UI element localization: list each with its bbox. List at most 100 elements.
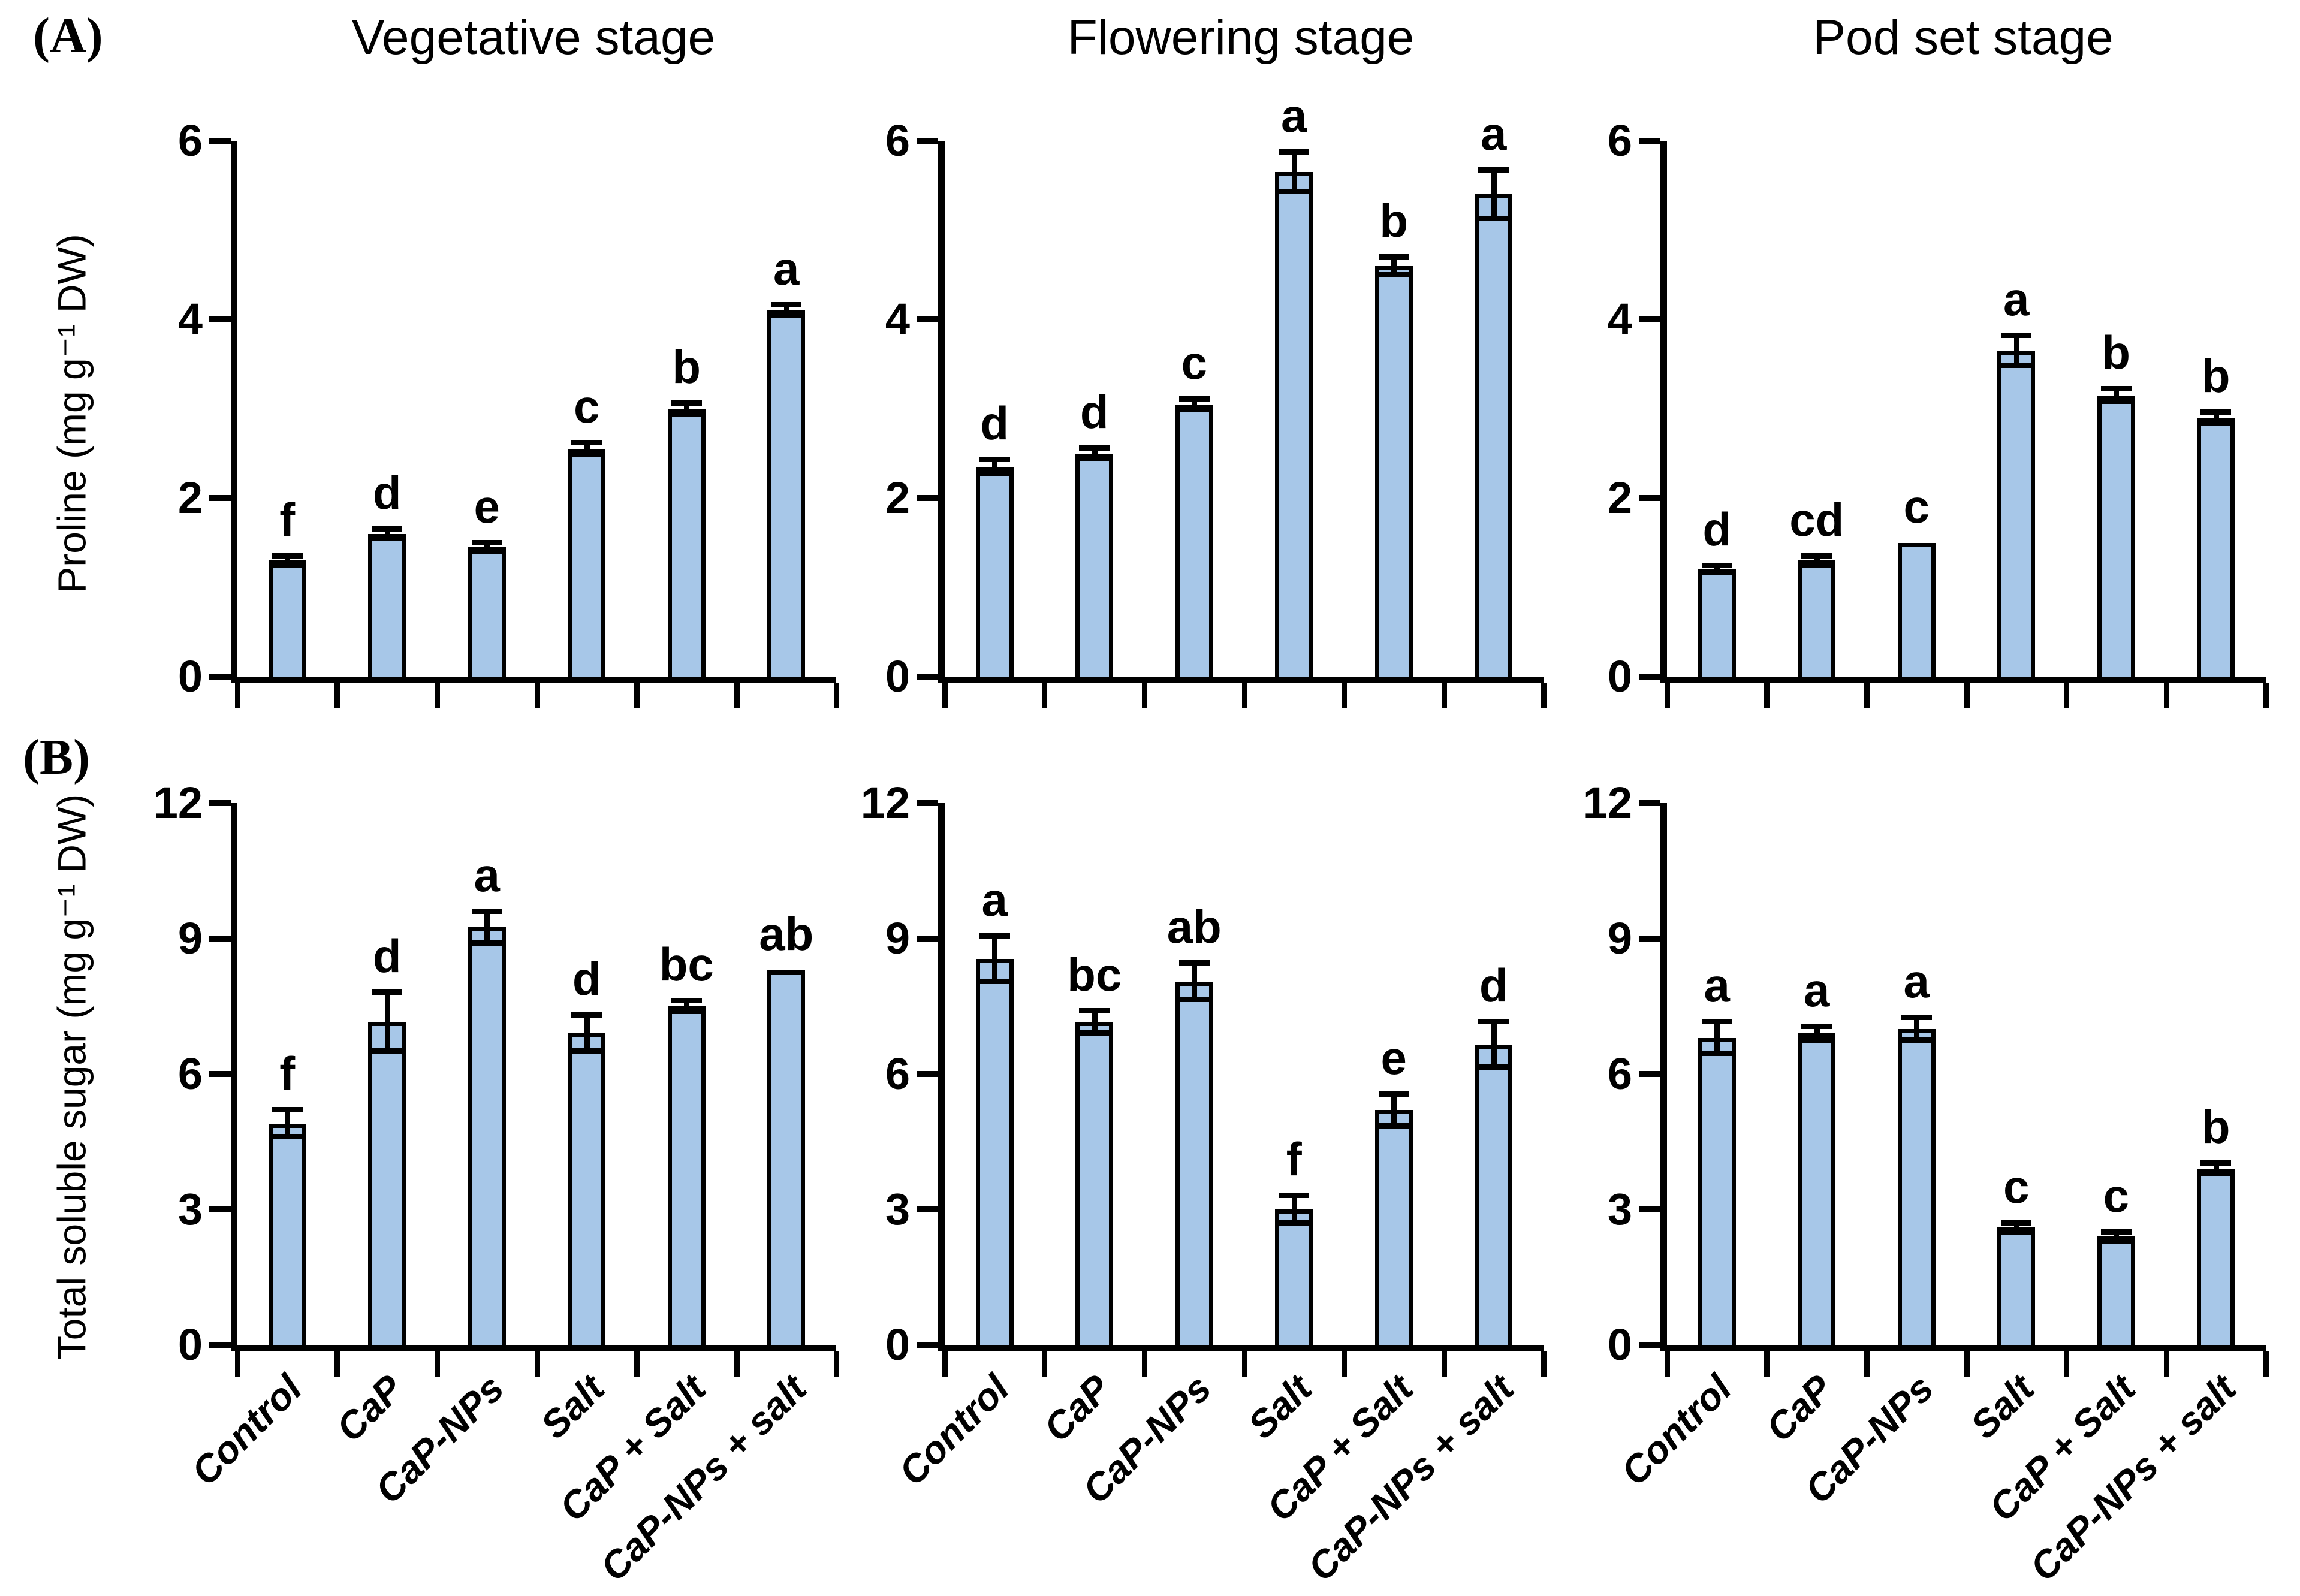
error-bar-cap [571, 1048, 602, 1054]
x-tick [534, 683, 540, 708]
y-tick [1639, 936, 1660, 942]
y-tick-label: 2 [885, 473, 910, 523]
significance-letter: b [1379, 194, 1409, 247]
error-bar-stem [2114, 1232, 2120, 1241]
error-bar-stem [384, 992, 390, 1052]
error-bar-cap [571, 452, 602, 458]
y-tick-label: 3 [885, 1184, 910, 1234]
y-tick [1639, 1071, 1660, 1077]
x-tick [1541, 683, 1547, 708]
y-tick-label: 0 [1607, 1320, 1632, 1369]
error-bar-stem [684, 403, 690, 414]
y-tick-label: 0 [885, 651, 910, 701]
x-tick [1665, 683, 1670, 708]
significance-letter: bc [659, 937, 714, 991]
error-bar-cap [471, 908, 502, 914]
x-tick [1341, 683, 1347, 708]
panel-label-a: (A) [33, 8, 103, 64]
bar [975, 958, 1014, 1345]
y-tick-label: 12 [860, 778, 910, 828]
x-tick [434, 683, 440, 708]
bar [268, 560, 306, 677]
significance-letter: c [2103, 1169, 2129, 1222]
chart-cell-proline-vegetative: Proline (mg g⁻¹ DW) Vegetative stage 0 2 4… [33, 0, 839, 708]
error-bar-cap [1279, 1220, 1310, 1226]
significance-letter: c [574, 379, 600, 433]
error-bar-cap [2100, 1229, 2132, 1235]
y-tick [917, 1206, 938, 1212]
error-bar-cap [1079, 445, 1110, 451]
row-proline: Proline (mg g⁻¹ DW) Vegetative stage 0 2 4… [0, 0, 2300, 708]
error-bar-cap [671, 1009, 702, 1015]
bar [1897, 1028, 1936, 1345]
error-bar-cap [571, 439, 602, 445]
bar [2097, 395, 2135, 677]
error-bar-cap [1901, 1014, 1932, 1020]
bar [1475, 194, 1513, 677]
significance-letter: c [1903, 479, 1930, 533]
y-tick [209, 316, 231, 323]
y-tick-label: 6 [1607, 1049, 1632, 1099]
x-tick [1665, 1351, 1670, 1377]
error-bar-cap [1801, 553, 1832, 559]
y-tick-label: 12 [1582, 778, 1632, 828]
x-tick [1964, 1351, 1970, 1377]
error-bar-cap [1279, 1193, 1310, 1199]
y-tick [209, 1071, 231, 1077]
y-tick-label: 0 [177, 651, 203, 701]
bar [1275, 172, 1313, 677]
error-bar-cap [1079, 455, 1110, 461]
bar [2197, 1169, 2235, 1345]
plot-area: 0 2 4 6 d cd c a b b [1608, 117, 2269, 708]
y-tick [1639, 316, 1660, 323]
chart-proline-flowering: Flowering stage 0 2 4 6 d d c a b a [836, 0, 1547, 708]
chart-sugar-vegetative: 0 3 6 9 12 f d a d bc ab Control CaP CaP-NPs Salt CaP … [111, 779, 839, 1591]
chart-sugar-podset: 0 3 6 9 12 a a a c c b Control CaP CaP-NPs Salt CaP + … [1544, 779, 2269, 1591]
bar [568, 449, 606, 677]
x-axis-labels: Control CaP CaP-NPs Salt CaP + Salt CaP-NPs +… [1612, 1351, 2266, 1591]
error-bar-cap [272, 562, 303, 568]
x-tick [734, 1351, 740, 1377]
error-bar-cap [2100, 1238, 2132, 1244]
significance-letter: a [1281, 89, 1307, 143]
significance-letter: a [981, 873, 1008, 927]
significance-letter: d [1479, 959, 1508, 1012]
plot-area: 0 2 4 6 f d e c b a [178, 117, 839, 708]
error-bar-stem [1814, 556, 1820, 565]
bar [1075, 453, 1114, 677]
y-tick [917, 800, 938, 806]
bar [2197, 417, 2235, 677]
error-bar-stem [1491, 170, 1497, 219]
y-tick-label: 9 [1607, 913, 1632, 963]
x-tick [534, 1351, 540, 1377]
bar [468, 547, 506, 677]
x-tick [235, 1351, 240, 1377]
x-tick [434, 1351, 440, 1377]
error-bar-cap [1279, 188, 1310, 194]
error-bar-stem [1491, 1022, 1497, 1067]
error-bar-cap [1478, 1064, 1509, 1070]
plot-area: 0 2 4 6 d d c a b a [885, 92, 1547, 708]
bar [1374, 266, 1413, 677]
error-bar-cap [1478, 167, 1509, 173]
y-tick-label: 9 [885, 913, 910, 963]
chart-title-flowering: Flowering stage [1067, 10, 1415, 65]
error-bar-cap [2001, 1220, 2032, 1226]
error-bar-cap [372, 535, 403, 541]
x-tick [734, 683, 740, 708]
bar [268, 1123, 306, 1345]
y-tick [917, 1342, 938, 1348]
bar [975, 466, 1014, 677]
chart-cell-proline-podset: Pod set stage 0 2 4 6 d cd c a b b [1544, 0, 2269, 708]
y-tick [1639, 1342, 1660, 1348]
x-tick [1042, 1351, 1048, 1377]
x-tick [1764, 683, 1770, 708]
y-tick [917, 936, 938, 942]
bar [767, 310, 806, 677]
error-bar-stem [1914, 1017, 1920, 1040]
panel-label-b: (B) [23, 729, 90, 785]
x-tick [1241, 683, 1247, 708]
error-bar-cap [1478, 215, 1509, 221]
error-bar-cap [671, 411, 702, 417]
